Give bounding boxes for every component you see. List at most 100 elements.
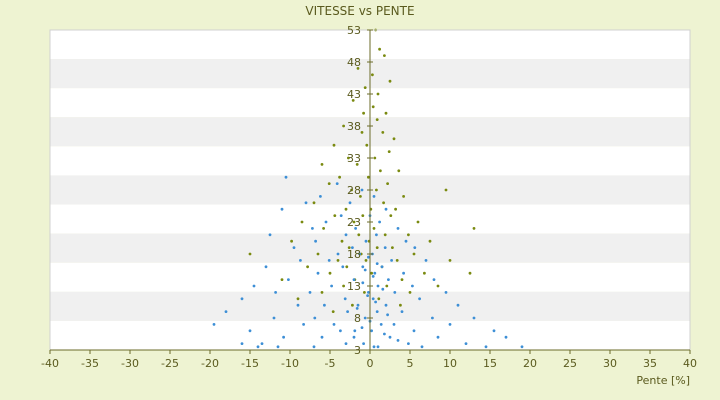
data-point: [372, 345, 376, 349]
data-point: [375, 246, 379, 250]
x-tick-label: -10: [281, 357, 299, 370]
data-point: [412, 329, 416, 333]
x-tick-label: 30: [603, 357, 617, 370]
data-point: [327, 182, 331, 186]
data-point: [290, 239, 293, 243]
data-point: [292, 246, 296, 250]
data-point: [313, 316, 317, 320]
data-point: [264, 265, 268, 269]
data-point: [402, 195, 405, 198]
data-point: [373, 271, 377, 275]
y-tick-label: 13: [347, 280, 361, 293]
axes: [49, 29, 691, 354]
data-point: [404, 239, 408, 243]
data-point: [372, 227, 376, 230]
data-point: [256, 345, 260, 349]
x-axis-label: Pente [%]: [636, 374, 690, 387]
data-point: [357, 233, 361, 237]
data-point: [396, 339, 400, 342]
data-point: [276, 345, 280, 349]
data-point: [504, 335, 508, 339]
data-point: [361, 214, 365, 218]
data-point: [448, 323, 452, 326]
data-point: [341, 265, 345, 269]
data-point: [328, 271, 332, 275]
data-point: [416, 220, 420, 224]
data-point: [456, 303, 460, 307]
data-point: [332, 143, 336, 147]
data-point: [390, 259, 393, 262]
data-point: [323, 303, 326, 307]
data-point: [375, 310, 379, 313]
data-point: [395, 259, 399, 262]
data-point: [371, 297, 375, 301]
data-point: [388, 79, 392, 83]
data-point: [362, 111, 365, 115]
data-point: [304, 201, 308, 205]
data-point: [412, 252, 416, 256]
data-point: [344, 342, 348, 345]
data-point: [339, 214, 343, 218]
data-point: [370, 271, 373, 275]
data-point: [347, 156, 350, 160]
data-point: [394, 207, 397, 211]
y-tick-label: 43: [347, 88, 361, 101]
y-tick-label: 48: [347, 56, 361, 69]
data-point: [472, 316, 476, 320]
data-point: [260, 342, 264, 345]
data-point: [371, 73, 374, 77]
data-point: [358, 252, 361, 256]
data-point: [383, 54, 386, 57]
data-point: [392, 323, 396, 326]
data-point: [371, 275, 375, 278]
data-point: [306, 265, 309, 269]
data-point: [376, 345, 380, 349]
data-point: [348, 201, 352, 205]
data-point: [268, 233, 272, 237]
data-point: [374, 300, 377, 304]
data-point: [520, 345, 524, 349]
data-point: [381, 287, 385, 291]
data-point: [365, 143, 369, 147]
series-0: [248, 28, 476, 313]
data-point: [351, 303, 354, 307]
data-point: [384, 111, 388, 115]
y-tick-label: 33: [347, 152, 361, 165]
data-point: [383, 233, 387, 237]
data-point: [444, 291, 448, 294]
data-point: [248, 329, 252, 333]
data-point: [330, 284, 333, 288]
x-tick-label: 20: [523, 357, 537, 370]
data-point: [362, 342, 365, 345]
data-point: [224, 310, 228, 313]
data-point: [356, 303, 360, 307]
x-tick-label: 25: [563, 357, 577, 370]
data-point: [432, 278, 436, 281]
data-point: [472, 227, 476, 230]
data-point: [332, 323, 336, 326]
data-point: [240, 297, 244, 301]
data-point: [392, 137, 396, 141]
data-point: [327, 259, 331, 262]
x-tick-label: 5: [407, 357, 414, 370]
data-point: [371, 105, 375, 109]
data-point: [282, 335, 285, 339]
data-point: [316, 252, 320, 256]
data-point: [464, 342, 468, 345]
data-point: [386, 313, 389, 317]
data-point: [353, 329, 357, 333]
data-point: [484, 345, 488, 349]
data-point: [372, 195, 376, 198]
data-point: [370, 329, 373, 333]
data-point: [382, 201, 385, 205]
data-point: [366, 294, 369, 297]
data-point: [397, 169, 401, 173]
data-point: [363, 316, 367, 320]
data-point: [389, 214, 393, 218]
x-tick-label: 15: [483, 357, 497, 370]
data-point: [338, 175, 341, 179]
data-point: [367, 291, 370, 294]
data-point: [360, 188, 364, 192]
y-tick-label: 8: [354, 312, 361, 325]
